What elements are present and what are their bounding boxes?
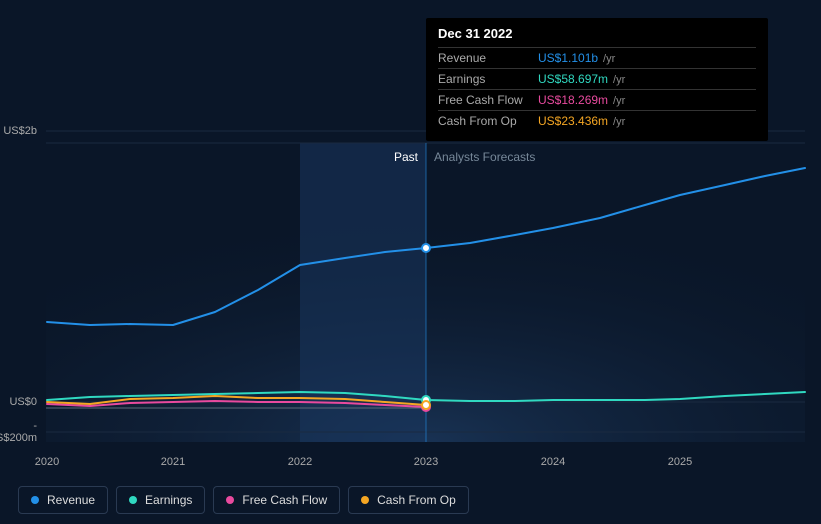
x-axis-tick: 2020 [35,456,59,468]
tooltip-row: Free Cash FlowUS$18.269m/yr [438,89,756,110]
tooltip-metric-unit: /yr [613,74,625,86]
x-axis-tick: 2022 [288,456,312,468]
legend-item[interactable]: Revenue [18,486,108,514]
y-axis-tick: US$0 [9,396,37,408]
financial-chart[interactable]: US$2b US$0 -US$200m 2020 2021 2022 2023 2024 20… [0,0,821,524]
tooltip-metric-unit: /yr [603,53,615,65]
legend-item[interactable]: Cash From Op [348,486,469,514]
legend-dot-icon [129,496,137,504]
y-axis-tick: US$2b [3,125,37,137]
tooltip-date: Dec 31 2022 [438,26,756,47]
legend-item[interactable]: Earnings [116,486,205,514]
legend-item[interactable]: Free Cash Flow [213,486,340,514]
tooltip-metric-label: Cash From Op [438,114,538,128]
tooltip-row: Cash From OpUS$23.436m/yr [438,110,756,131]
legend-dot-icon [361,496,369,504]
legend-label: Free Cash Flow [242,493,327,507]
tooltip-metric-value: US$18.269m [538,93,608,107]
tooltip-metric-value: US$58.697m [538,72,608,86]
legend-dot-icon [31,496,39,504]
tooltip-metric-unit: /yr [613,116,625,128]
x-axis-tick: 2021 [161,456,185,468]
legend-label: Revenue [47,493,95,507]
tooltip-metric-label: Revenue [438,51,538,65]
tooltip-metric-value: US$23.436m [538,114,608,128]
tooltip-row: RevenueUS$1.101b/yr [438,47,756,68]
tooltip-metric-label: Earnings [438,72,538,86]
tooltip-metric-value: US$1.101b [538,51,598,65]
x-axis-tick: 2025 [668,456,692,468]
x-axis-tick: 2024 [541,456,565,468]
forecast-label: Analysts Forecasts [434,150,535,164]
tooltip-row: EarningsUS$58.697m/yr [438,68,756,89]
legend-label: Earnings [145,493,192,507]
x-axis-tick: 2023 [414,456,438,468]
tooltip-metric-label: Free Cash Flow [438,93,538,107]
tooltip-metric-unit: /yr [613,95,625,107]
legend-label: Cash From Op [377,493,456,507]
past-label: Past [394,150,418,164]
y-axis-tick: -US$200m [0,420,37,444]
chart-legend: Revenue Earnings Free Cash Flow Cash From O… [18,486,469,514]
legend-dot-icon [226,496,234,504]
data-tooltip: Dec 31 2022 RevenueUS$1.101b/yrEarningsU… [426,18,768,141]
